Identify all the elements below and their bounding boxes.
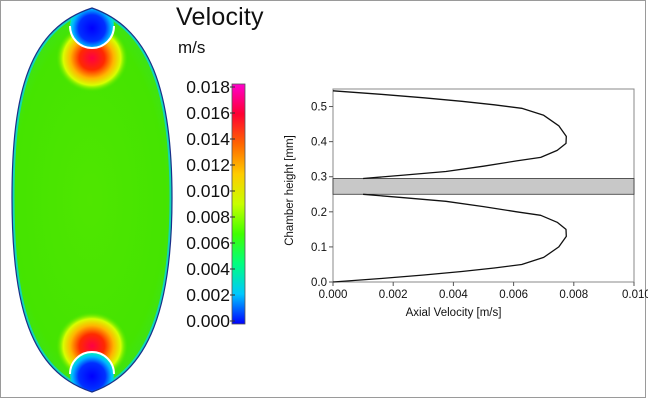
chamber-band: [332, 178, 635, 195]
y-tick-label: 0.5: [311, 102, 327, 114]
y-tick-label: 0.2: [311, 207, 327, 219]
colorbar-tick-label: 0.018: [186, 77, 230, 97]
y-tick-label: 0.1: [311, 242, 327, 254]
colorbar-tick-label: 0.016: [186, 103, 230, 123]
y-tick-label: 0.4: [311, 137, 328, 149]
y-tick-label: 0.3: [311, 172, 327, 184]
colorbar-tick-label: 0.002: [186, 285, 230, 305]
colorbar-tick-label: 0.008: [186, 207, 230, 227]
legend-unit: m/s: [178, 38, 206, 57]
colorbar-tick-label: 0.014: [186, 129, 230, 149]
x-tick-label: 0.010: [622, 289, 648, 301]
colorbar-gradient: [231, 83, 246, 325]
legend-title: Velocity: [176, 3, 264, 31]
sphere-bottom: [70, 352, 114, 392]
velocity-contour-plot: [11, 7, 173, 393]
y-tick-label: 0.0: [311, 277, 327, 289]
sphere-top: [70, 8, 114, 48]
velocity-profile-lower: [332, 193, 567, 283]
hot-region-top: [56, 24, 128, 92]
colorbar-tick-label: 0.006: [186, 233, 230, 253]
x-axis-label: Axial Velocity [m/s]: [406, 307, 502, 319]
colorbar-tick-label: 0.012: [186, 155, 230, 175]
y-axis-label: Chamber height [mm]: [284, 135, 296, 246]
colorbar-tick-label: 0.004: [186, 259, 230, 279]
velocity-profile-upper: [332, 90, 567, 180]
colorbar-tick-label: 0.000: [186, 311, 230, 331]
colorbar: [230, 83, 246, 325]
x-tick-label: 0.006: [499, 289, 528, 301]
colorbar-tick-label: 0.010: [186, 181, 230, 201]
x-tick-label: 0.002: [379, 289, 408, 301]
x-tick-label: 0.000: [319, 289, 348, 301]
x-tick-label: 0.004: [439, 289, 468, 301]
x-tick-label: 0.008: [559, 289, 588, 301]
